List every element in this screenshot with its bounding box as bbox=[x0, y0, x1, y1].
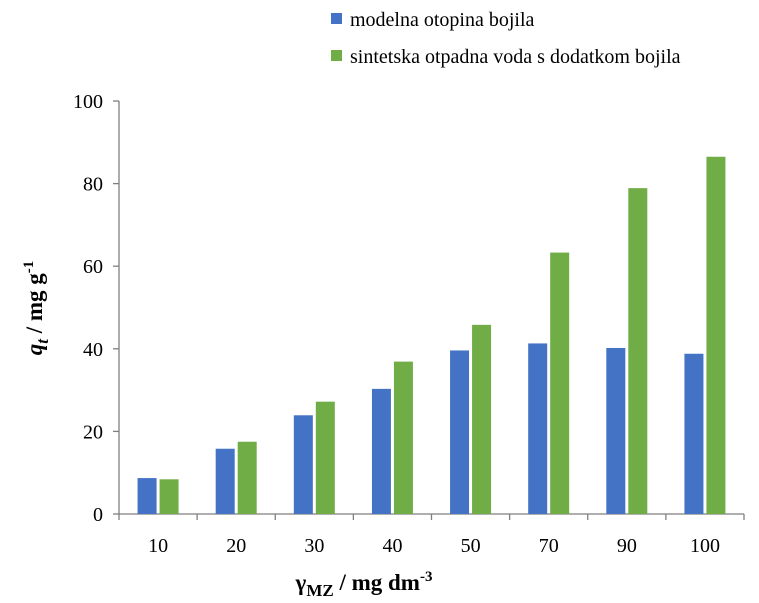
bar-series-1 bbox=[606, 347, 626, 514]
bar-series-2 bbox=[550, 252, 570, 515]
y-tick-label: 40 bbox=[83, 339, 103, 361]
legend-swatch bbox=[331, 13, 342, 24]
bar-series-2 bbox=[237, 441, 257, 514]
x-axis: 10 20 30 40 50 70 90 100 bbox=[118, 513, 745, 557]
y-tick-label: 20 bbox=[83, 421, 103, 443]
x-tick-label: 30 bbox=[304, 535, 324, 557]
x-tick-label: 40 bbox=[382, 535, 402, 557]
bar-series-1 bbox=[450, 350, 470, 514]
bar-series-1 bbox=[215, 448, 235, 514]
y-tick-label: 60 bbox=[83, 256, 103, 278]
bar-series-2 bbox=[159, 479, 179, 514]
legend-label: modelna otopina bojila bbox=[350, 9, 535, 31]
y-tick-label: 0 bbox=[93, 504, 103, 526]
x-axis-title-sup: -3 bbox=[420, 569, 433, 585]
bar-series-2 bbox=[628, 188, 648, 514]
bar-series-1 bbox=[137, 478, 157, 514]
y-axis-title-sub: t bbox=[33, 338, 52, 344]
x-tick-label: 70 bbox=[539, 535, 559, 557]
bar-series-2 bbox=[706, 156, 726, 514]
x-tick-label: 10 bbox=[148, 535, 168, 557]
y-axis-title-sup: -1 bbox=[21, 261, 37, 274]
y-axis-title: qt / mg g-1 bbox=[21, 261, 52, 356]
x-axis-title: γMZ / mg dm-3 bbox=[295, 569, 433, 600]
legend: modelna otopina bojila sintetska otpadna … bbox=[331, 9, 681, 68]
legend-swatch bbox=[331, 50, 342, 61]
x-axis-title-sub: MZ bbox=[306, 581, 333, 600]
x-axis-title-unit: / mg dm bbox=[334, 570, 420, 595]
y-tick-label: 80 bbox=[83, 174, 103, 196]
bars bbox=[137, 156, 726, 515]
bar-series-2 bbox=[472, 324, 492, 514]
bar-series-1 bbox=[293, 415, 313, 514]
x-tick-label: 100 bbox=[690, 535, 720, 557]
bar-series-2 bbox=[315, 401, 335, 514]
bar-series-1 bbox=[528, 343, 548, 514]
y-axis: 0 20 40 60 80 100 bbox=[73, 91, 120, 526]
x-tick-label: 50 bbox=[461, 535, 481, 557]
x-tick-label: 90 bbox=[617, 535, 637, 557]
x-tick-label: 20 bbox=[226, 535, 246, 557]
bar-series-2 bbox=[393, 361, 413, 514]
bar-series-1 bbox=[371, 388, 391, 514]
y-axis-title-main: q bbox=[22, 344, 47, 356]
legend-label: sintetska otpadna voda s dodatkom bojila bbox=[350, 46, 681, 68]
bar-series-1 bbox=[684, 353, 704, 514]
y-tick-label: 100 bbox=[73, 91, 103, 113]
y-axis-title-unit: / mg g bbox=[22, 273, 47, 339]
x-axis-title-main: γ bbox=[295, 570, 307, 595]
